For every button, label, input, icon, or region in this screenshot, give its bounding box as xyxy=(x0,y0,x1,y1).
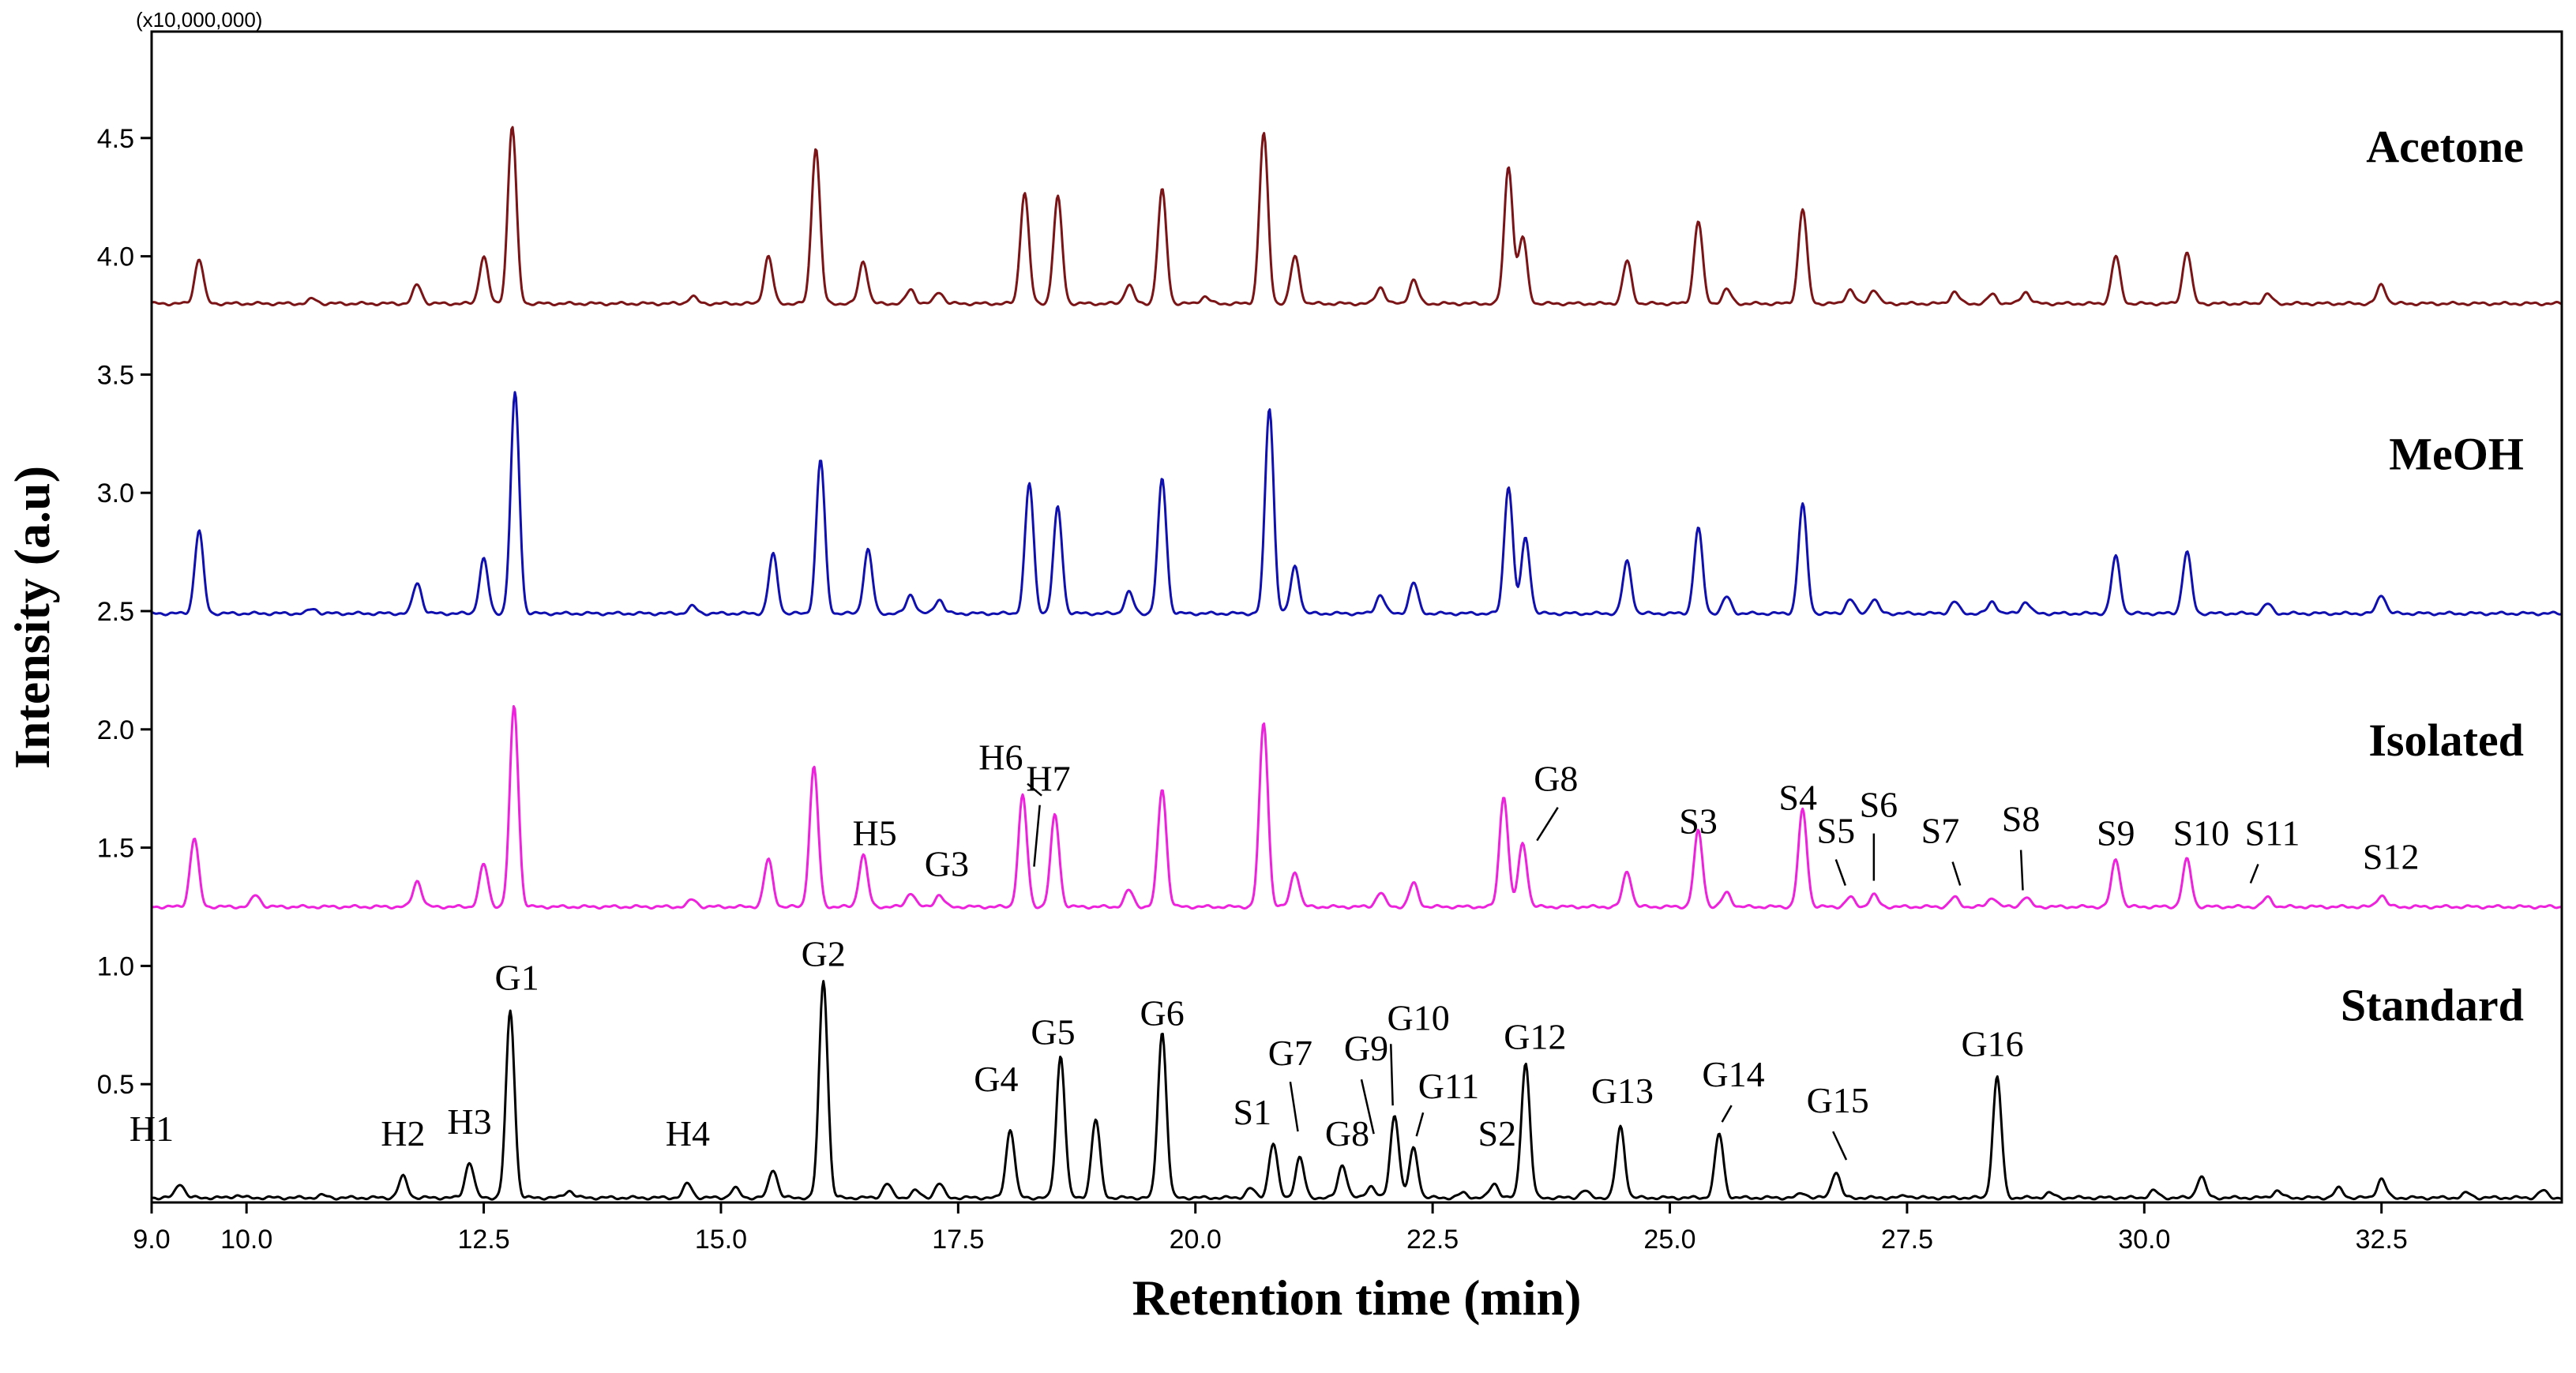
peak-label-g8: G8 xyxy=(1325,1113,1369,1154)
peak-label-g4: G4 xyxy=(974,1059,1018,1099)
peak-leader-line xyxy=(1951,861,1962,886)
y-tick-label: 2.5 xyxy=(97,597,134,627)
peak-leader-line xyxy=(1721,1105,1733,1123)
peak-leader-line xyxy=(1390,1044,1394,1106)
peak-leader-line xyxy=(1033,805,1041,867)
peak-label-g13: G13 xyxy=(1591,1071,1654,1111)
x-axis-title: Retention time (min) xyxy=(1132,1270,1582,1326)
peak-label-s10: S10 xyxy=(2173,813,2230,853)
peak-label-s1: S1 xyxy=(1234,1092,1272,1132)
peak-label-s5: S5 xyxy=(1816,811,1855,851)
peak-label-g15: G15 xyxy=(1807,1080,1869,1120)
y-tick-label: 0.5 xyxy=(97,1070,134,1100)
peak-leader-line xyxy=(1536,807,1559,842)
peak-label-h5: H5 xyxy=(852,813,896,853)
y-multiplier-label: (x10,000,000) xyxy=(136,8,262,32)
peak-label-h7: H7 xyxy=(1026,759,1070,799)
y-tick-label: 4.0 xyxy=(97,242,134,272)
peak-label-g1: G1 xyxy=(494,957,539,997)
peak-leader-line xyxy=(1834,859,1846,886)
peak-label-g16: G16 xyxy=(1961,1023,2023,1064)
trace-acetone xyxy=(151,126,2562,307)
x-tick-label: 10.0 xyxy=(220,1225,272,1255)
y-tick-label: 2.0 xyxy=(97,715,134,745)
peak-label-g14: G14 xyxy=(1702,1054,1764,1094)
peak-label-h6: H6 xyxy=(978,737,1023,778)
y-tick-label: 1.0 xyxy=(97,951,134,981)
trace-isolated xyxy=(151,705,2562,910)
peak-label-g5: G5 xyxy=(1031,1011,1075,1052)
peak-leader-line xyxy=(1832,1131,1848,1161)
peak-leader-line xyxy=(1289,1082,1299,1132)
x-tick-label: 32.5 xyxy=(2356,1225,2408,1255)
peak-label-s11: S11 xyxy=(2245,813,2300,853)
peak-label-g2: G2 xyxy=(802,933,846,973)
traces-group xyxy=(151,126,2562,1201)
peak-label-s9: S9 xyxy=(2097,813,2135,853)
peak-label-s6: S6 xyxy=(1860,785,1898,825)
peak-label-s8: S8 xyxy=(2002,799,2041,839)
trace-label-standard: Standard xyxy=(2341,979,2524,1030)
peak-label-s2: S2 xyxy=(1478,1113,1517,1154)
x-tick-label: 15.0 xyxy=(695,1225,747,1255)
peak-leader-line xyxy=(2249,864,2259,884)
y-tick-label: 3.0 xyxy=(97,478,134,508)
x-tick-label: 27.5 xyxy=(1881,1225,1933,1255)
trace-label-isolated: Isolated xyxy=(2368,715,2524,766)
peak-label-s7: S7 xyxy=(1921,811,1960,851)
x-tick-label: 17.5 xyxy=(932,1225,984,1255)
peak-label-g9: G9 xyxy=(1344,1028,1388,1068)
peak-label-s12: S12 xyxy=(2363,837,2420,877)
peak-leader-line xyxy=(2019,850,2024,891)
peak-label-g10: G10 xyxy=(1387,997,1449,1037)
peak-leader-line xyxy=(1027,782,1042,797)
x-tick-label: 30.0 xyxy=(2118,1225,2170,1255)
peak-label-g12: G12 xyxy=(1504,1016,1566,1056)
y-axis-title: Intensity (a.u) xyxy=(4,466,60,769)
x-tick-label: 9.0 xyxy=(133,1225,170,1255)
peak-label-s4: S4 xyxy=(1778,778,1817,818)
peak-label-g8: G8 xyxy=(1534,759,1578,799)
x-tick-label: 25.0 xyxy=(1643,1225,1695,1255)
peak-label-g6: G6 xyxy=(1140,992,1185,1033)
y-tick-label: 1.5 xyxy=(97,834,134,864)
trace-meoh xyxy=(151,391,2562,617)
peak-label-g7: G7 xyxy=(1268,1033,1312,1073)
peak-label-h4: H4 xyxy=(666,1113,710,1154)
tick-labels-group: 9.0 10.0 12.5 15.0 17.5 20.0 22.5 25.0 27.5 30.0 3… xyxy=(97,124,2408,1255)
peak-leader-line xyxy=(1415,1112,1425,1137)
y-tick-label: 4.5 xyxy=(97,124,134,154)
peak-label-g3: G3 xyxy=(925,844,969,884)
trace-label-acetone: Acetone xyxy=(2366,121,2524,172)
peak-label-g11: G11 xyxy=(1418,1066,1480,1106)
y-tick-label: 3.5 xyxy=(97,360,134,390)
trace-label-meoh: MeOH xyxy=(2389,428,2524,479)
peak-label-h2: H2 xyxy=(381,1113,425,1154)
axes-group xyxy=(141,137,2383,1214)
x-tick-label: 20.0 xyxy=(1170,1225,1222,1255)
plot-frame xyxy=(150,30,2563,1204)
x-tick-label: 22.5 xyxy=(1406,1225,1459,1255)
x-tick-label: 12.5 xyxy=(457,1225,509,1255)
peak-label-s3: S3 xyxy=(1679,801,1718,842)
peak-leader-line xyxy=(1360,1079,1375,1135)
trace-standard xyxy=(151,980,2562,1201)
peak-label-h3: H3 xyxy=(447,1101,491,1142)
